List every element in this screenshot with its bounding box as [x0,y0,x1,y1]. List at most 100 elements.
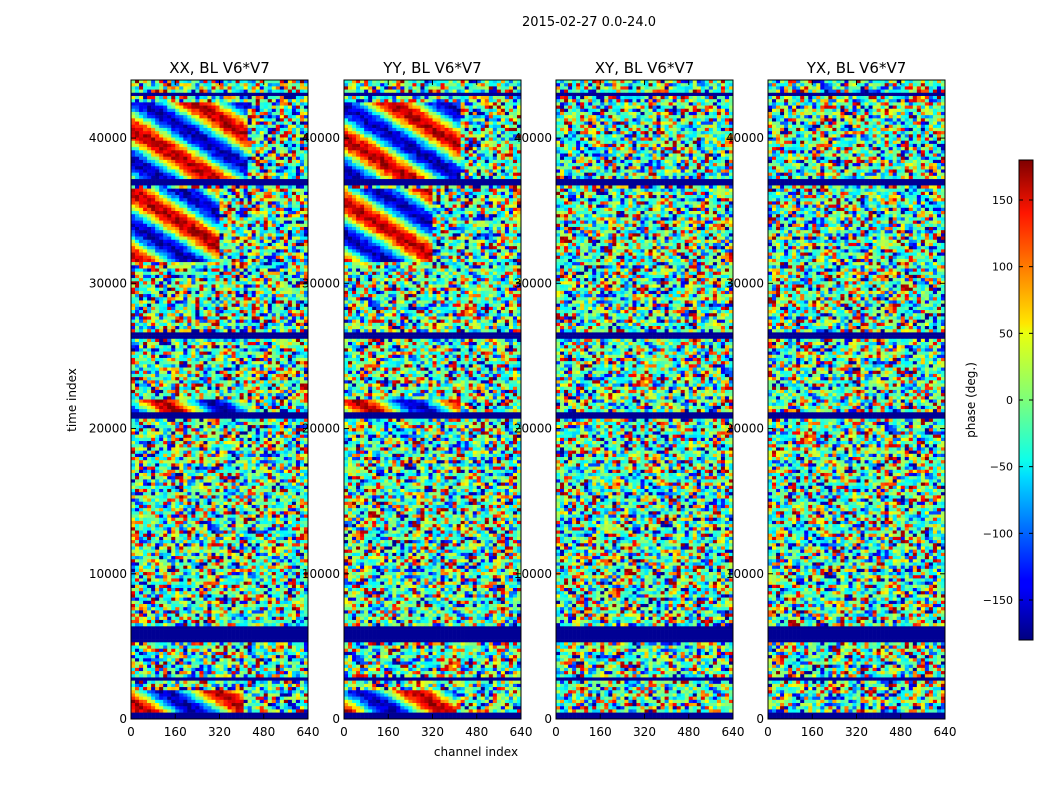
heatmap-cell [139,159,144,164]
heatmap-cell [227,175,232,180]
heatmap-cell [171,431,176,435]
heatmap-cell [159,271,164,276]
heatmap-cell [171,163,176,167]
heatmap-cell [139,386,144,391]
heatmap-cell [187,169,192,173]
heatmap-cell [163,370,168,375]
heatmap-cell [215,201,220,205]
heatmap-cell [215,242,220,247]
heatmap-cell [279,306,285,311]
heatmap-cell [187,179,192,183]
heatmap-cell [147,111,152,116]
heatmap-cell [283,95,289,100]
heatmap-cell [295,345,301,349]
heatmap-cell [267,409,273,413]
heatmap-cell [131,437,136,442]
heatmap-cell [215,207,220,212]
heatmap-cell [299,188,305,193]
heatmap-cell [211,367,216,372]
heatmap-cell [299,156,305,161]
heatmap-cell [163,262,168,266]
heatmap-cell [215,223,220,228]
heatmap-cell [171,89,176,94]
heatmap-cell [291,367,297,372]
heatmap-cell [247,421,252,426]
heatmap-cell [131,99,136,103]
heatmap-cell [215,383,220,388]
heatmap-cell [267,211,273,215]
heatmap-cell [255,271,261,276]
heatmap-cell [271,105,277,110]
heatmap-cell [163,242,168,247]
heatmap-cell [223,281,228,285]
heatmap-cell [151,373,156,378]
heatmap-cell [239,217,244,221]
heatmap-cell [303,332,308,336]
heatmap-cell [287,214,293,218]
heatmap-cell [283,207,289,212]
heatmap-cell [139,265,144,269]
heatmap-cell [187,175,192,180]
heatmap-cell [171,242,176,247]
heatmap-cell [131,223,136,228]
heatmap-cell [187,357,192,362]
heatmap-cell [187,108,192,113]
heatmap-cell [235,201,240,205]
heatmap-cell [227,383,232,388]
heatmap-cell [159,195,164,199]
heatmap-cell [195,86,200,90]
heatmap-cell [267,204,273,209]
heatmap-cell [211,115,216,119]
heatmap-cell [151,246,156,250]
heatmap-cell [135,115,140,119]
heatmap-cell [219,399,224,403]
heatmap-cell [171,252,176,257]
heatmap-cell [159,284,164,288]
heatmap-cell [287,169,293,173]
heatmap-cell [223,354,228,359]
heatmap-cell [183,156,188,161]
heatmap-cell [215,354,220,359]
heatmap-cell [263,92,269,97]
heatmap-cell [195,102,200,106]
heatmap-cell [199,329,204,333]
heatmap-cell [283,121,289,126]
heatmap-cell [279,271,285,276]
heatmap-cell [231,409,236,413]
heatmap-cell [139,220,144,225]
heatmap-cell [175,402,180,407]
heatmap-cell [175,310,180,314]
heatmap-cell [251,316,256,320]
heatmap-cell [267,118,273,122]
heatmap-cell [263,115,269,119]
heatmap-cell [167,115,172,119]
heatmap-cell [295,249,301,253]
heatmap-cell [271,345,277,349]
heatmap-cell [279,92,285,97]
heatmap-cell [295,105,301,110]
heatmap-cell [183,300,188,304]
heatmap-cell [191,415,196,419]
heatmap-cell [219,211,224,215]
heatmap-cell [207,326,212,330]
heatmap-cell [167,332,172,336]
heatmap-cell [131,278,136,282]
heatmap-cell [283,310,289,314]
heatmap-cell [159,274,164,279]
heatmap-cell [295,169,301,173]
heatmap-cell [203,124,208,129]
heatmap-cell [243,153,248,157]
heatmap-cell [195,236,200,241]
heatmap-cell [131,326,136,330]
heatmap-cell [247,405,252,410]
heatmap-cell [235,284,240,288]
heatmap-cell [159,402,164,407]
heatmap-cell [155,239,160,244]
heatmap-cell [207,83,212,87]
heatmap-cell [259,102,265,106]
heatmap-cell [179,274,184,279]
heatmap-cell [263,134,269,138]
heatmap-cell [223,329,228,333]
heatmap-cell [199,188,204,193]
heatmap-cell [219,140,224,145]
